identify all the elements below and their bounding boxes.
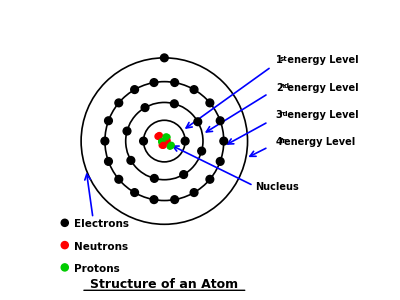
Circle shape [131, 86, 138, 94]
Circle shape [105, 158, 112, 165]
Text: Nucleus: Nucleus [255, 182, 299, 192]
Circle shape [127, 157, 135, 164]
Circle shape [190, 189, 198, 196]
Circle shape [190, 86, 198, 94]
Circle shape [216, 158, 224, 165]
Circle shape [164, 134, 170, 140]
Circle shape [115, 176, 123, 183]
Circle shape [220, 137, 228, 145]
Text: Electrons: Electrons [74, 219, 129, 229]
Circle shape [105, 117, 112, 124]
Circle shape [141, 104, 149, 112]
Circle shape [163, 134, 169, 140]
Circle shape [181, 137, 189, 145]
Text: fr: fr [280, 138, 286, 144]
Text: 4: 4 [276, 137, 282, 147]
Circle shape [206, 176, 214, 183]
Circle shape [194, 118, 202, 126]
Circle shape [131, 189, 138, 196]
Circle shape [150, 196, 158, 203]
Circle shape [150, 79, 158, 86]
Circle shape [159, 139, 165, 145]
Text: nd: nd [280, 83, 290, 89]
Circle shape [164, 138, 170, 144]
Text: 1: 1 [276, 55, 282, 65]
Circle shape [61, 242, 68, 249]
Circle shape [155, 134, 161, 140]
Text: rd: rd [280, 110, 288, 116]
Text: energy Level: energy Level [284, 82, 358, 93]
Circle shape [160, 54, 168, 62]
Text: Protons: Protons [74, 264, 120, 274]
Text: energy Level: energy Level [284, 137, 355, 147]
Circle shape [156, 133, 162, 139]
Circle shape [140, 137, 147, 145]
Text: energy Level: energy Level [284, 55, 358, 65]
Circle shape [115, 99, 123, 107]
Circle shape [168, 142, 174, 148]
Circle shape [206, 99, 214, 107]
Text: energy Level: energy Level [284, 110, 358, 120]
Circle shape [160, 142, 166, 148]
Circle shape [170, 100, 178, 108]
Circle shape [150, 175, 158, 182]
Circle shape [171, 196, 178, 203]
Circle shape [171, 79, 178, 86]
Circle shape [159, 142, 165, 148]
Circle shape [101, 137, 109, 145]
Text: 3: 3 [276, 110, 282, 120]
Text: 2: 2 [276, 82, 282, 93]
Circle shape [180, 171, 188, 178]
Circle shape [167, 143, 173, 149]
Circle shape [61, 264, 68, 271]
Circle shape [61, 219, 68, 226]
Circle shape [159, 138, 165, 144]
Text: Neutrons: Neutrons [74, 242, 128, 252]
Circle shape [216, 117, 224, 124]
Text: Structure of an Atom: Structure of an Atom [90, 278, 238, 291]
Circle shape [164, 138, 170, 144]
Circle shape [123, 127, 131, 135]
Text: st: st [280, 56, 288, 62]
Circle shape [198, 147, 206, 155]
